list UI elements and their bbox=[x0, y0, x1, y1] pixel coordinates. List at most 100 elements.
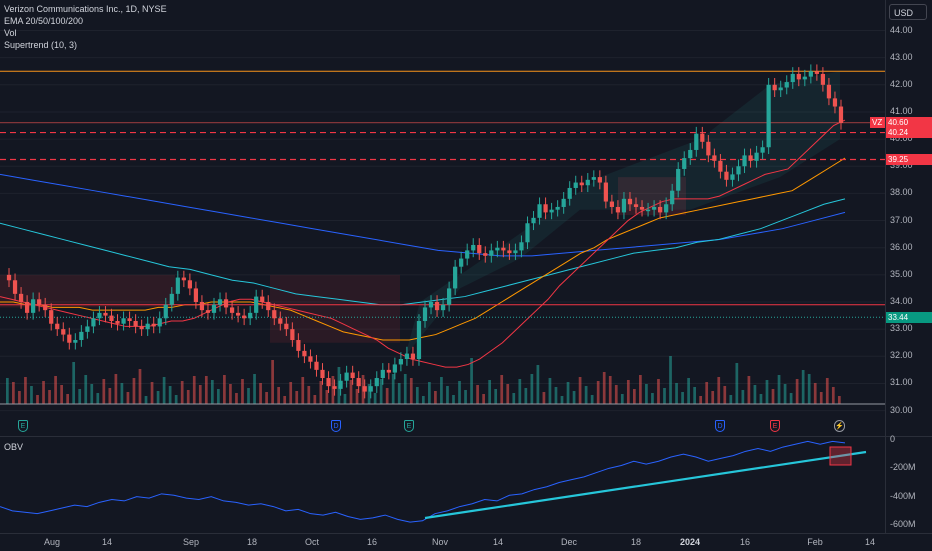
earnings-event-icon[interactable]: E bbox=[404, 420, 414, 432]
volume-bar bbox=[229, 384, 232, 404]
candle-body bbox=[447, 288, 452, 305]
earnings-event-icon[interactable]: E bbox=[18, 420, 28, 432]
volume-bar bbox=[307, 386, 311, 404]
candle-body bbox=[573, 182, 578, 188]
symbol-title[interactable]: Verizon Communications Inc., 1D, NYSE bbox=[4, 4, 167, 14]
volume-bar bbox=[542, 392, 546, 404]
volume-bar bbox=[831, 387, 835, 404]
candle-body bbox=[465, 250, 470, 259]
price-axis[interactable] bbox=[885, 0, 932, 533]
volume-bar bbox=[168, 386, 172, 404]
time-axis[interactable] bbox=[0, 533, 932, 551]
candle-body bbox=[332, 386, 337, 389]
volume-bar bbox=[440, 377, 443, 404]
volume-bar bbox=[162, 377, 166, 404]
candle-body bbox=[284, 323, 289, 330]
level-price-badge[interactable]: 33.44 bbox=[886, 311, 932, 323]
volume-bar bbox=[596, 381, 600, 404]
volume-bar bbox=[210, 380, 214, 404]
volume-bar bbox=[614, 385, 618, 404]
candle-body bbox=[398, 359, 403, 365]
candle-body bbox=[416, 321, 422, 360]
volume-bar bbox=[753, 385, 757, 404]
volume-bar bbox=[687, 378, 690, 404]
last-price-badge[interactable]: 40.60 bbox=[886, 117, 932, 129]
price-tick-label: 42.00 bbox=[890, 78, 913, 89]
candle-body bbox=[404, 353, 410, 360]
obv-indicator-label[interactable]: OBV bbox=[4, 442, 24, 452]
price-tick-label: 39.00 bbox=[890, 160, 913, 171]
volume-bar bbox=[90, 384, 94, 404]
volume-bar bbox=[126, 392, 130, 404]
volume-bar bbox=[331, 376, 335, 404]
volume-bar bbox=[259, 383, 262, 404]
time-tick-label: Feb bbox=[807, 537, 823, 547]
time-tick-label: 2024 bbox=[679, 537, 701, 547]
candle-body bbox=[296, 340, 301, 351]
candle-body bbox=[386, 369, 391, 373]
ema100-line bbox=[0, 198, 846, 306]
volume-bar bbox=[421, 396, 425, 404]
candle-body bbox=[778, 87, 783, 91]
volume-indicator-label[interactable]: Vol bbox=[4, 28, 17, 38]
price-tick-label: 37.00 bbox=[890, 214, 913, 225]
volume-bar bbox=[6, 378, 9, 404]
volume-bar bbox=[397, 383, 401, 404]
candle-body bbox=[151, 323, 156, 327]
price-tick-label: 40.00 bbox=[890, 133, 913, 144]
candle-body bbox=[73, 340, 78, 343]
volume-bar bbox=[560, 396, 564, 404]
ema-indicator-label[interactable]: EMA 20/50/100/200 bbox=[4, 16, 84, 26]
time-tick-label: 16 bbox=[366, 537, 378, 547]
volume-bar bbox=[590, 395, 594, 404]
candle-body bbox=[670, 190, 675, 205]
volume-bar bbox=[747, 376, 751, 404]
candle-body bbox=[308, 356, 313, 362]
candle-body bbox=[169, 293, 174, 305]
candle-body bbox=[350, 372, 355, 379]
volume-bar bbox=[458, 381, 461, 404]
earnings-event-icon[interactable]: E bbox=[770, 420, 780, 432]
volume-bar bbox=[132, 378, 136, 404]
volume-bar bbox=[506, 384, 510, 404]
time-tick-label: 14 bbox=[864, 537, 876, 547]
candle-body bbox=[85, 326, 90, 332]
dividend-event-icon[interactable]: D bbox=[331, 420, 341, 432]
volume-bar bbox=[807, 374, 811, 404]
volume-bar bbox=[446, 386, 449, 404]
candle-body bbox=[223, 299, 229, 308]
candle-body bbox=[651, 206, 657, 210]
obv-tick-label: -600M bbox=[890, 519, 916, 529]
level-price-badge[interactable]: 39.25 bbox=[886, 153, 932, 165]
candle-body bbox=[115, 321, 120, 324]
volume-bar bbox=[30, 386, 33, 404]
candle-body bbox=[730, 174, 735, 180]
volume-bar bbox=[837, 396, 841, 404]
volume-bar bbox=[759, 394, 763, 404]
candle-body bbox=[772, 84, 777, 91]
dividend-event-icon[interactable]: D bbox=[715, 420, 725, 432]
pane-separator[interactable] bbox=[0, 436, 932, 437]
candle-body bbox=[645, 209, 651, 212]
volume-bar bbox=[825, 378, 829, 404]
level-price-badge[interactable]: 40.24 bbox=[886, 127, 932, 139]
currency-button[interactable]: USD bbox=[889, 4, 927, 20]
volume-bar bbox=[373, 393, 377, 404]
volume-bar bbox=[138, 369, 142, 404]
candle-body bbox=[290, 329, 295, 341]
supertrend-indicator-label[interactable]: Supertrend (10, 3) bbox=[4, 40, 78, 50]
obv-indicator-pane[interactable] bbox=[0, 437, 885, 533]
lightning-event-icon[interactable]: ⚡ bbox=[834, 420, 845, 432]
volume-bar bbox=[66, 394, 70, 404]
candle-body bbox=[157, 318, 162, 327]
volume-bar bbox=[235, 393, 238, 404]
price-tick-label: 44.00 bbox=[890, 24, 913, 35]
volume-bar bbox=[693, 387, 696, 404]
volume-bar bbox=[512, 393, 516, 404]
candle-body bbox=[362, 386, 367, 392]
candle-body bbox=[519, 242, 524, 251]
volume-bar bbox=[42, 381, 45, 404]
candle-body bbox=[501, 247, 506, 251]
volume-bar bbox=[48, 390, 51, 404]
